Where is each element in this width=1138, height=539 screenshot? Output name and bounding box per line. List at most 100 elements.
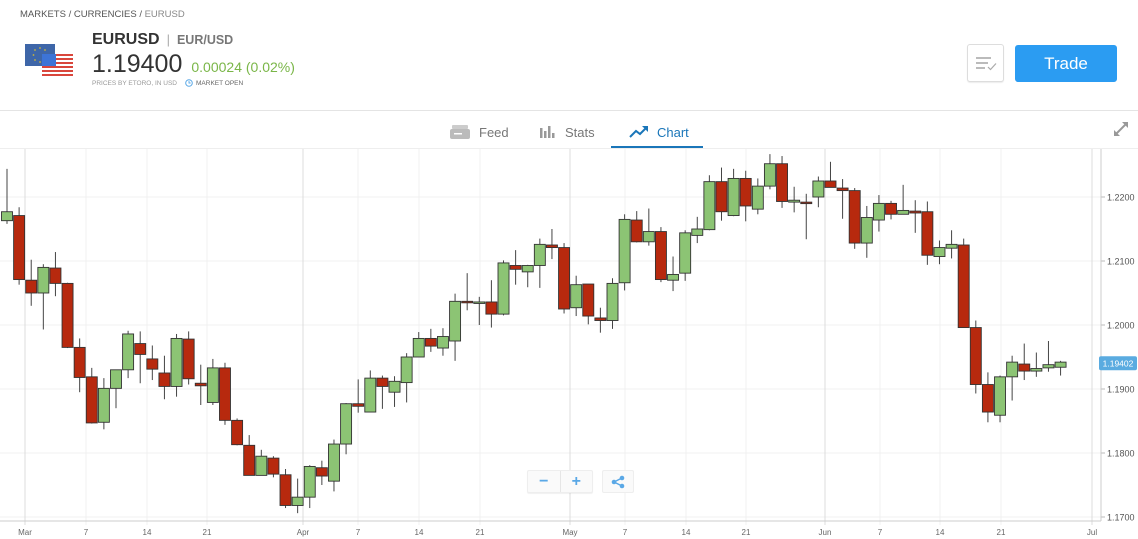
candle-up: [497, 262, 510, 315]
price-info-row: PRICES BY ETORO, IN USD MARKET OPEN: [92, 79, 243, 87]
candle-down: [836, 187, 849, 192]
x-axis-label: 14: [415, 528, 424, 537]
x-axis-label: 7: [84, 528, 89, 537]
current-price: 1.19400: [92, 50, 183, 78]
candle-up: [328, 443, 340, 482]
instrument-title: EURUSD | EUR/USD: [92, 31, 233, 49]
price-row: 1.19400 0.00024 (0.02%): [92, 50, 295, 79]
x-axis-label: 14: [682, 528, 691, 537]
share-icon: [611, 475, 625, 488]
candle-down: [315, 467, 328, 477]
x-axis-label: 14: [936, 528, 945, 537]
candle-down: [182, 338, 195, 380]
clock-icon: [185, 79, 193, 87]
tab-feed[interactable]: Feed: [449, 116, 509, 148]
candle-up: [1, 211, 13, 222]
candle-down: [654, 231, 667, 281]
breadcrumb: MARKETS / CURRENCIES / EURUSD: [20, 9, 185, 20]
list-check-icon: [976, 57, 997, 71]
x-axis-label: 21: [742, 528, 751, 537]
breadcrumb-markets[interactable]: MARKETS: [20, 9, 66, 20]
candle-up: [437, 336, 449, 349]
candle-down: [352, 403, 365, 407]
x-axis-label: 14: [143, 528, 152, 537]
candle-up: [751, 185, 764, 210]
candle-up: [763, 163, 776, 187]
candle-down: [219, 367, 231, 421]
tabs-divider: [0, 148, 1138, 149]
candle-down: [546, 244, 558, 249]
candle-up: [449, 300, 462, 342]
candle-up: [122, 333, 135, 371]
candle-up: [291, 496, 304, 506]
candle-down: [279, 474, 292, 506]
y-axis-label: 1.1800: [1107, 449, 1135, 459]
market-status: MARKET OPEN: [185, 79, 243, 87]
candle-down: [921, 211, 934, 256]
candle-down: [957, 244, 970, 329]
active-tab-indicator: [611, 146, 703, 148]
zoom-out-button[interactable]: −: [539, 472, 549, 490]
tab-stats-label: Stats: [565, 124, 595, 140]
tab-stats[interactable]: Stats: [539, 116, 595, 148]
candle-up: [340, 403, 353, 445]
candle-up: [37, 266, 50, 294]
price-note: PRICES BY ETORO, IN USD: [92, 79, 178, 87]
candle-down: [800, 201, 813, 205]
x-axis-label: May: [562, 528, 577, 537]
tab-chart[interactable]: Chart: [629, 116, 689, 148]
zoom-in-button[interactable]: +: [559, 471, 593, 492]
candle-up: [994, 376, 1006, 416]
price-change: 0.00024 (0.02%): [191, 59, 295, 75]
y-axis-label: 1.2000: [1107, 321, 1135, 331]
candle-up: [691, 228, 704, 236]
candle-down: [424, 337, 437, 347]
candle-up: [364, 377, 377, 413]
market-status-text: MARKET OPEN: [196, 79, 244, 87]
candle-down: [158, 372, 171, 387]
title-separator: |: [166, 32, 170, 47]
x-axis-label: 21: [203, 528, 212, 537]
tab-chart-label: Chart: [657, 124, 689, 140]
candle-up: [412, 337, 425, 358]
candle-down: [194, 382, 207, 387]
watchlist-button[interactable]: [967, 44, 1004, 82]
candle-down: [267, 457, 280, 475]
breadcrumb-currencies[interactable]: CURRENCIES: [73, 9, 137, 20]
x-axis-label: 7: [623, 528, 628, 537]
candle-down: [1018, 363, 1031, 372]
candle-down: [509, 265, 522, 270]
candle-down: [739, 177, 752, 207]
x-axis-label: Apr: [297, 528, 310, 537]
candle-up: [703, 181, 716, 231]
candle-down: [558, 247, 571, 310]
candle-up: [388, 380, 401, 393]
candle-up: [872, 202, 885, 221]
candle-up: [812, 180, 825, 198]
candle-up: [618, 218, 631, 284]
candle-down: [243, 444, 256, 476]
candle-up: [860, 217, 873, 244]
tab-feed-label: Feed: [479, 124, 509, 140]
header-divider: [0, 110, 1138, 111]
candle-up: [945, 243, 958, 249]
candle-up: [473, 301, 486, 304]
last-price-badge: [1099, 356, 1137, 371]
trade-button[interactable]: Trade: [1015, 45, 1117, 82]
candle-up: [533, 243, 546, 266]
x-axis-label: 21: [476, 528, 485, 537]
candle-up: [1030, 368, 1043, 372]
candle-down: [231, 419, 244, 446]
expand-icon[interactable]: [1112, 120, 1130, 138]
x-axis-label: 21: [997, 528, 1006, 537]
share-button[interactable]: [602, 470, 634, 493]
x-axis-label: Mar: [18, 528, 32, 537]
candle-up: [897, 209, 910, 215]
candle-down: [630, 219, 643, 243]
candle-up: [170, 337, 183, 387]
candle-up: [667, 273, 679, 281]
candle-down: [594, 317, 607, 321]
breadcrumb-current: EURUSD: [144, 9, 185, 20]
candle-down: [13, 215, 26, 281]
